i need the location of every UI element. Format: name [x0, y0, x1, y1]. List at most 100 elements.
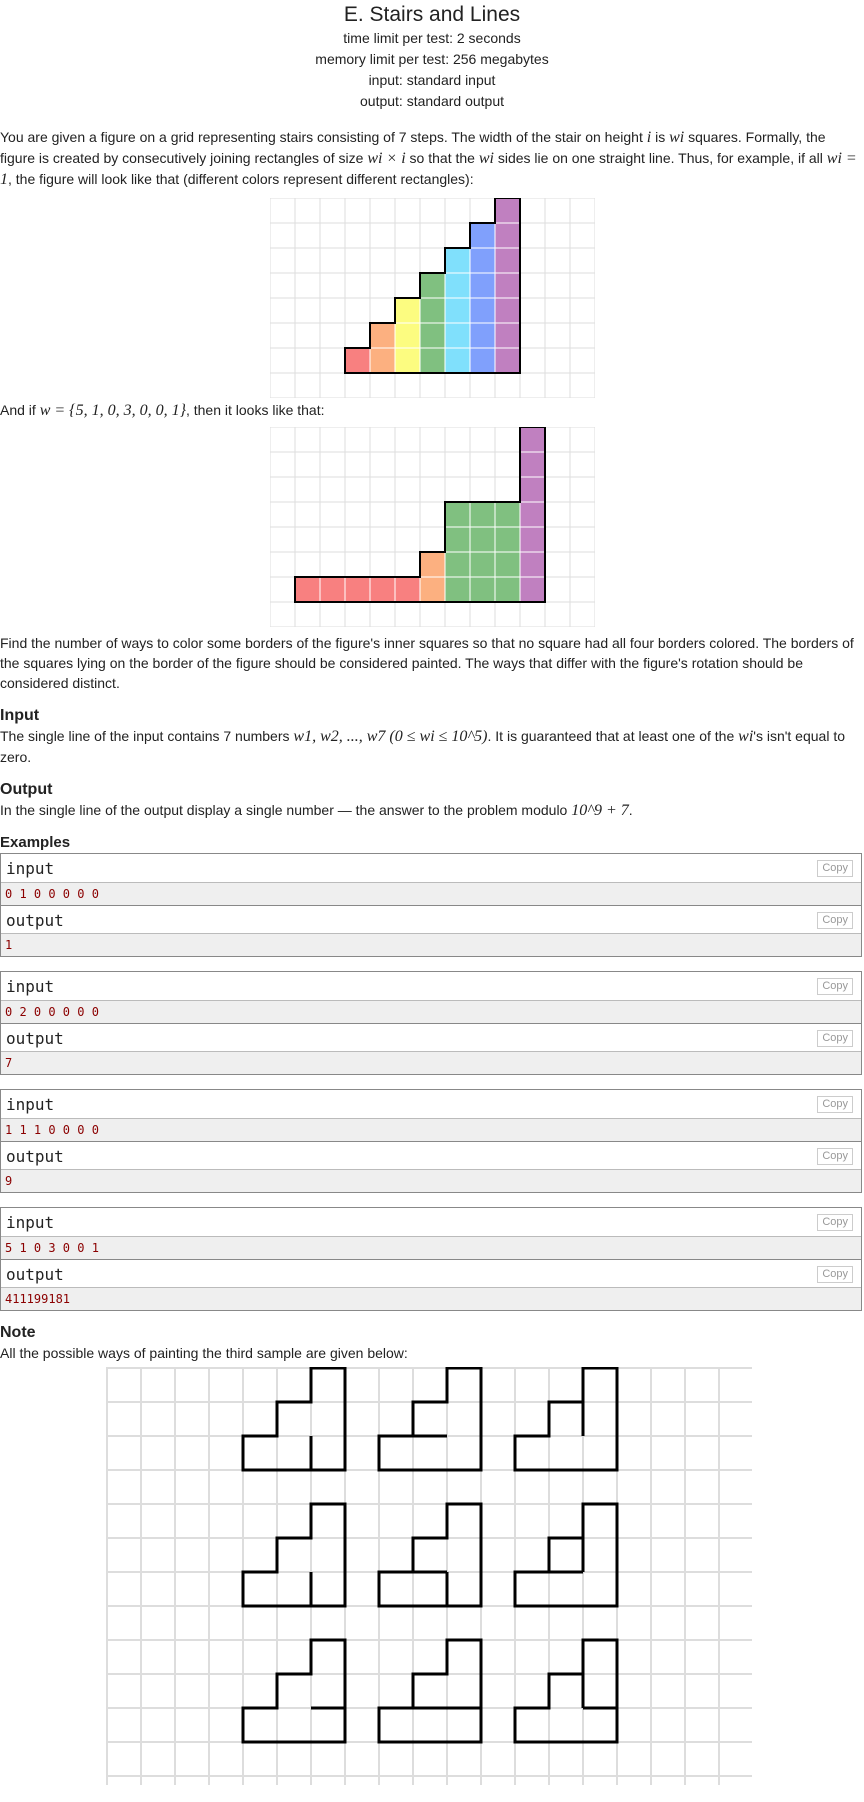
- stair-cell: [494, 551, 520, 578]
- problem-header: E. Stairs and Lines time limit per test:…: [0, 2, 864, 112]
- output-spec: output: standard output: [360, 93, 504, 109]
- stair-cell: [444, 576, 470, 603]
- copy-output-button[interactable]: Copy: [817, 1266, 853, 1283]
- example-input-header: input Copy: [1, 854, 861, 883]
- note-text: All the possible ways of painting the th…: [0, 1345, 408, 1361]
- stair-cell: [469, 247, 495, 274]
- painting-variant: [241, 1638, 347, 1744]
- stair-cell: [469, 222, 495, 249]
- stair-cell: [419, 347, 445, 374]
- output-label: output: [6, 1265, 64, 1284]
- input-label: input: [6, 1213, 55, 1232]
- stair-cell: [294, 576, 320, 603]
- stair-cell: [494, 501, 520, 528]
- copy-input-button[interactable]: Copy: [817, 978, 853, 995]
- variant-outline: [513, 1638, 619, 1744]
- example-output-header: output Copy: [1, 1259, 861, 1288]
- stair-cell: [369, 576, 395, 603]
- example-input-header: input Copy: [1, 972, 861, 1001]
- input-section-title: Input: [0, 707, 40, 724]
- variant-outline: [241, 1367, 347, 1472]
- stair-cell: [519, 526, 545, 553]
- example-input-value: 0 2 0 0 0 0 0: [1, 1001, 861, 1023]
- stair-cell: [494, 222, 520, 249]
- output-label: output: [6, 911, 64, 930]
- stair-cell: [469, 576, 495, 603]
- example-3: input Copy 1 1 1 0 0 0 0 output Copy 9: [0, 1089, 864, 1193]
- examples-title: Examples: [0, 834, 71, 851]
- example-output-header: output Copy: [1, 1141, 861, 1170]
- painting-variant: [241, 1367, 347, 1472]
- stair-cell: [494, 272, 520, 299]
- stair-cell: [494, 322, 520, 349]
- stair-cell: [444, 526, 470, 553]
- stair-cell: [469, 272, 495, 299]
- copy-output-button[interactable]: Copy: [817, 912, 853, 929]
- stair-cell: [419, 551, 445, 578]
- input-label: input: [6, 859, 55, 878]
- stairs-figure-unit-widths: [269, 198, 595, 398]
- variant-outline: [241, 1502, 347, 1608]
- stair-cell: [494, 198, 520, 224]
- example-1: input Copy 0 1 0 0 0 0 0 output Copy 1: [0, 853, 864, 957]
- input-spec: input: standard input: [368, 72, 496, 88]
- note-section: Note All the possible ways of painting t…: [0, 1323, 864, 1363]
- statement-paragraph-3: Find the number of ways to color some bo…: [0, 635, 854, 691]
- stair-cell: [419, 576, 445, 603]
- stairs-outline: [293, 427, 546, 603]
- stair-cell: [519, 427, 545, 453]
- example-output-header: output Copy: [1, 1023, 861, 1052]
- stair-cell: [344, 347, 370, 374]
- stair-cell: [519, 576, 545, 603]
- example-output-value: 9: [1, 1170, 861, 1192]
- stair-cell: [444, 551, 470, 578]
- example-input-header: input Copy: [1, 1090, 861, 1119]
- example-input-header: input Copy: [1, 1208, 861, 1237]
- painting-ways-figure: [106, 1367, 752, 1785]
- example-2: input Copy 0 2 0 0 0 0 0 output Copy 7: [0, 971, 864, 1075]
- copy-input-button[interactable]: Copy: [817, 1214, 853, 1231]
- stair-cell: [444, 347, 470, 374]
- copy-input-button[interactable]: Copy: [817, 1096, 853, 1113]
- painting-variant: [513, 1502, 619, 1608]
- output-label: output: [6, 1147, 64, 1166]
- stair-cell: [444, 247, 470, 274]
- stair-cell: [394, 576, 420, 603]
- copy-output-button[interactable]: Copy: [817, 1030, 853, 1047]
- copy-output-button[interactable]: Copy: [817, 1148, 853, 1165]
- stairs-outline: [343, 198, 521, 374]
- output-section-title: Output: [0, 781, 53, 798]
- stair-cell: [469, 551, 495, 578]
- stair-cell: [394, 322, 420, 349]
- example-input-value: 1 1 1 0 0 0 0: [1, 1119, 861, 1141]
- painting-variant: [377, 1638, 483, 1744]
- stair-cell: [369, 347, 395, 374]
- variant-outline: [513, 1502, 619, 1608]
- variant-outline: [377, 1502, 483, 1608]
- example-4: input Copy 5 1 0 3 0 0 1 output Copy 411…: [0, 1207, 864, 1311]
- stair-cell: [394, 347, 420, 374]
- input-section: Input The single line of the input conta…: [0, 706, 864, 767]
- example-output-value: 7: [1, 1052, 861, 1074]
- output-section-text: In the single line of the output display…: [0, 802, 633, 819]
- note-title: Note: [0, 1324, 36, 1341]
- statement-paragraph-2: And if w = {5, 1, 0, 3, 0, 0, 1}, then i…: [0, 402, 325, 419]
- stair-cell: [419, 272, 445, 299]
- example-input-value: 5 1 0 3 0 0 1: [1, 1237, 861, 1259]
- example-box: input Copy 5 1 0 3 0 0 1 output Copy 411…: [0, 1207, 862, 1311]
- stair-cell: [469, 501, 495, 528]
- stair-cell: [344, 576, 370, 603]
- stair-cell: [419, 322, 445, 349]
- stair-cell: [494, 247, 520, 274]
- example-box: input Copy 1 1 1 0 0 0 0 output Copy 9: [0, 1089, 862, 1193]
- example-output-value: 1: [1, 934, 861, 956]
- example-output-header: output Copy: [1, 905, 861, 934]
- stair-cell: [444, 297, 470, 324]
- copy-input-button[interactable]: Copy: [817, 860, 853, 877]
- painting-variant: [241, 1502, 347, 1608]
- stair-cell: [444, 322, 470, 349]
- stair-cell: [519, 551, 545, 578]
- variant-outline: [377, 1638, 483, 1744]
- stair-cell: [469, 322, 495, 349]
- stair-cell: [494, 297, 520, 324]
